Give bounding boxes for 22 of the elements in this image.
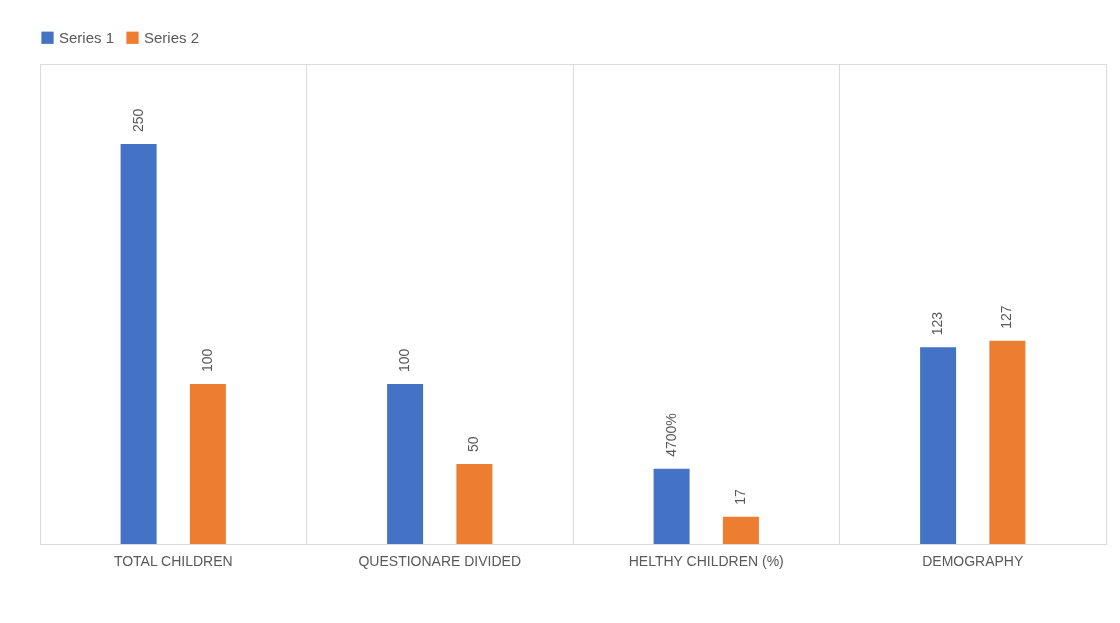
bar	[189, 384, 226, 544]
data-label: 100	[396, 348, 413, 372]
legend-label: Series 2	[144, 28, 200, 46]
bar	[653, 468, 690, 544]
bar	[120, 144, 157, 544]
bar	[989, 340, 1026, 544]
bar	[387, 384, 424, 544]
data-label: 4700%	[662, 413, 679, 457]
data-label: 17	[731, 489, 748, 505]
bar	[456, 464, 493, 544]
data-label: 123	[929, 311, 946, 336]
data-label: 100	[198, 348, 215, 372]
bar	[920, 347, 957, 544]
bar	[722, 516, 759, 544]
data-label: 127	[998, 305, 1015, 329]
x-tick-label: QUESTIONARE DIVIDED	[358, 552, 522, 569]
data-label: 250	[129, 108, 146, 132]
x-tick-label: HELTHY CHILDREN (%)	[628, 552, 784, 569]
x-tick-label: TOTAL CHILDREN	[113, 552, 233, 569]
legend-label: Series 1	[59, 28, 115, 46]
data-label: 50	[465, 436, 482, 452]
x-tick-label: DEMOGRAPHY	[922, 552, 1024, 569]
